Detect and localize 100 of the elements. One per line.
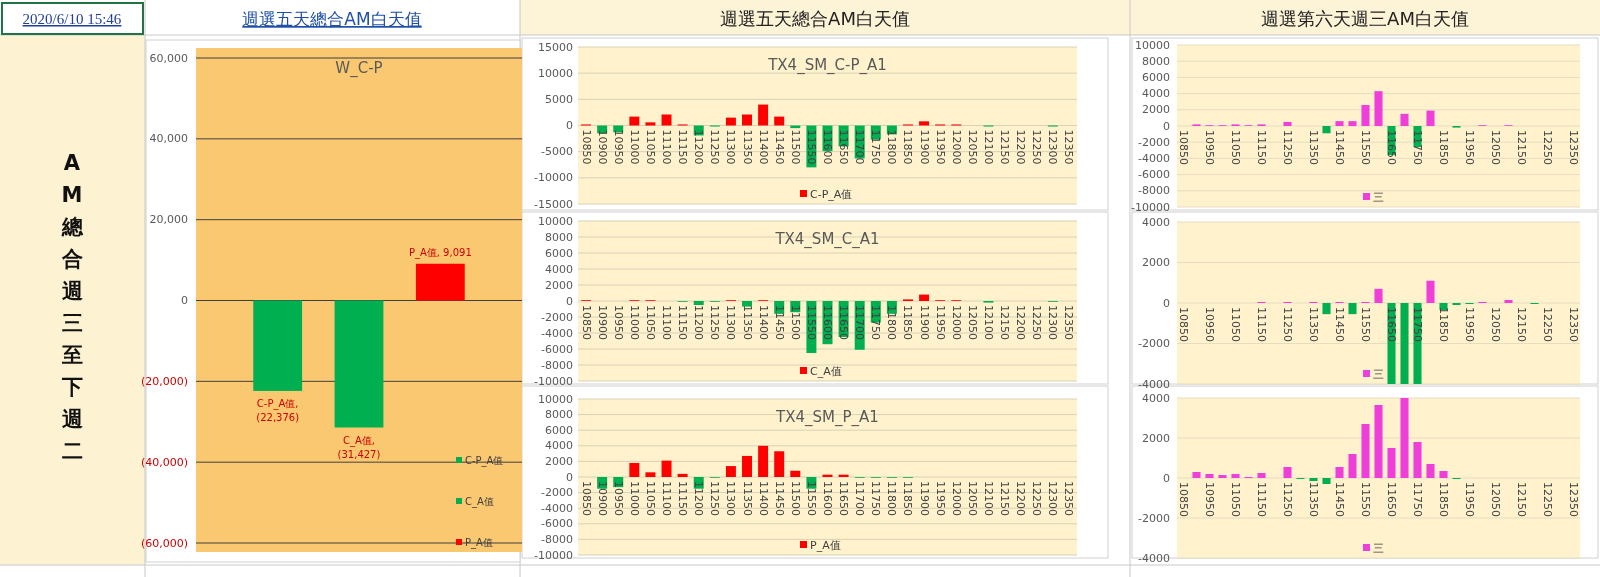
- bar: [661, 460, 672, 477]
- bar: [1283, 121, 1292, 126]
- legend-label: 三: [1373, 367, 1384, 381]
- x-tick-label: 11650: [1385, 482, 1398, 517]
- legend-label: 三: [1373, 541, 1384, 555]
- x-tick-label: 11950: [1463, 482, 1476, 517]
- x-tick-label: 11800: [885, 481, 899, 516]
- bar: [1231, 474, 1240, 478]
- x-tick-label: 12350: [1567, 307, 1580, 342]
- text: 週選五天總合AM白天值: [242, 9, 422, 29]
- x-tick-label: 11450: [1333, 307, 1346, 342]
- x-tick-label: 11950: [933, 129, 947, 165]
- legend: P_A值: [800, 538, 841, 552]
- bar: [1413, 303, 1422, 384]
- bar: [1322, 126, 1331, 134]
- x-tick-label: 12100: [981, 481, 995, 516]
- y-tick-label: -4000: [1138, 551, 1170, 565]
- bar: [1374, 405, 1383, 478]
- x-tick-label: 11650: [1385, 307, 1398, 342]
- y-tick-label: -4000: [541, 501, 573, 515]
- x-tick-label: 11150: [676, 305, 690, 340]
- bar: [742, 455, 753, 477]
- legend-label: P_A值: [810, 538, 841, 552]
- bar: [1322, 303, 1331, 315]
- x-tick-label: 10950: [611, 129, 625, 165]
- x-tick-label: 11650: [837, 305, 851, 340]
- y-tick-label: (20,000): [140, 374, 188, 388]
- legend: C-P_A值: [800, 187, 853, 201]
- x-tick-label: 12100: [981, 305, 995, 340]
- x-tick-label: 12150: [998, 305, 1012, 340]
- y-tick-label: -8000: [541, 532, 573, 546]
- y-tick-label: 15000: [538, 40, 573, 54]
- y-tick-label: 4000: [1142, 391, 1170, 405]
- x-tick-label: 11850: [1437, 307, 1450, 342]
- y-tick-label: 60,000: [149, 51, 188, 65]
- x-tick-label: 11750: [1411, 482, 1424, 517]
- bar: [1374, 288, 1383, 303]
- data-label: P_A值, 9,091: [408, 246, 472, 259]
- x-tick-label: 11550: [1359, 130, 1372, 165]
- x-tick-label: 11750: [1411, 307, 1424, 342]
- x-tick-label: 12350: [1062, 481, 1076, 516]
- x-tick-label: 11900: [917, 129, 931, 165]
- y-tick-label: 2000: [1142, 256, 1170, 269]
- x-tick-label: 10900: [595, 129, 609, 165]
- bar: [1374, 91, 1383, 126]
- y-tick-label: -2000: [541, 486, 573, 500]
- y-tick-label: 6000: [1142, 70, 1170, 84]
- chart-title: W_C-P: [335, 59, 383, 78]
- x-tick-label: 12050: [1489, 130, 1502, 165]
- text: AM總合週三至下週二: [61, 151, 83, 463]
- x-tick-label: 11650: [1385, 130, 1398, 165]
- y-tick-label: 10000: [1135, 38, 1170, 52]
- bar: [1452, 303, 1461, 306]
- bar: [1400, 398, 1409, 478]
- y-tick-label: 8000: [545, 408, 573, 422]
- x-tick-label: 11950: [933, 481, 947, 516]
- y-tick-label: -2000: [1138, 511, 1170, 525]
- x-tick-label: 11550: [1359, 482, 1372, 517]
- y-tick-label: -2000: [1138, 337, 1170, 350]
- x-tick-label: 11100: [660, 481, 674, 516]
- y-tick-label: 0: [1163, 471, 1170, 485]
- x-tick-label: 12100: [981, 129, 995, 165]
- x-tick-label: 10950: [1203, 307, 1216, 342]
- y-tick-label: 0: [1163, 119, 1170, 133]
- bar: [645, 472, 656, 477]
- x-tick-label: 10950: [611, 481, 625, 516]
- x-tick-label: 11850: [901, 305, 915, 340]
- bar: [1426, 464, 1435, 478]
- x-tick-label: 11800: [885, 305, 899, 340]
- x-tick-label: 11300: [724, 305, 738, 340]
- y-tick-label: (40,000): [140, 455, 188, 469]
- text: 2020/6/10 15:46: [22, 11, 122, 27]
- x-tick-label: 12250: [1030, 481, 1044, 516]
- y-tick-label: -8000: [541, 358, 573, 372]
- x-tick-label: 11050: [1229, 482, 1242, 517]
- x-tick-label: 11550: [804, 129, 818, 165]
- bar: [1257, 473, 1266, 478]
- x-tick-label: 11250: [708, 305, 722, 340]
- x-tick-label: 11250: [708, 129, 722, 165]
- x-tick-label: 11650: [837, 481, 851, 516]
- x-tick-label: 11550: [1359, 307, 1372, 342]
- bar: [1192, 472, 1201, 478]
- y-tick-label: 10000: [538, 66, 573, 80]
- x-tick-label: 11250: [1281, 482, 1294, 517]
- bar: [742, 114, 753, 126]
- x-tick-label: 11000: [627, 481, 641, 516]
- text: TX4_SM_C_A1: [774, 230, 880, 249]
- x-tick-label: 11050: [643, 481, 657, 516]
- x-tick-label: 12350: [1567, 130, 1580, 165]
- x-tick-label: 12050: [1489, 482, 1502, 517]
- x-tick-label: 12000: [949, 481, 963, 516]
- x-tick-label: 11000: [627, 129, 641, 165]
- x-tick-label: 11050: [1229, 307, 1242, 342]
- x-tick-label: 12150: [1515, 482, 1528, 517]
- x-tick-label: 11600: [821, 129, 834, 165]
- x-tick-label: 11900: [917, 481, 931, 516]
- x-tick-label: 12050: [965, 129, 979, 165]
- bar: [1387, 448, 1396, 478]
- x-tick-label: 11200: [692, 481, 706, 516]
- bar: [1322, 478, 1331, 484]
